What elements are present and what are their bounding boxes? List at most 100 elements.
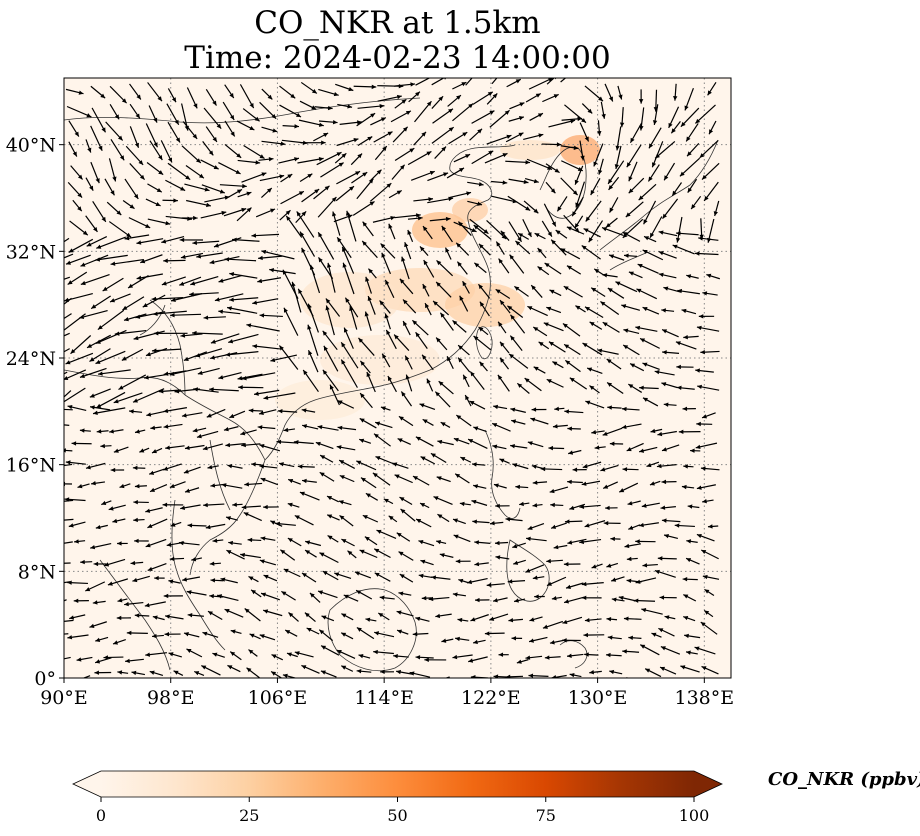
wind-vector: [109, 104, 120, 120]
wind-vector: [421, 595, 432, 601]
wind-vector: [584, 520, 606, 528]
wind-vector: [581, 244, 601, 260]
wind-vector: [343, 327, 354, 349]
wind-vector: [336, 236, 352, 259]
wind-vector: [228, 540, 242, 546]
wind-vector: [569, 377, 588, 390]
wind-vector: [414, 100, 432, 123]
wind-vector: [325, 298, 341, 317]
wind-vector: [110, 467, 125, 473]
wind-vector: [510, 314, 526, 334]
wind-vector: [317, 425, 339, 431]
wind-vector: [64, 656, 71, 660]
wind-vector: [628, 524, 641, 530]
wind-vector: [584, 617, 602, 623]
map-frame: [63, 77, 732, 679]
wind-vector: [112, 638, 126, 645]
wind-vector: [472, 639, 486, 645]
wind-vector: [384, 279, 395, 298]
wind-vector: [65, 352, 94, 365]
wind-vector: [686, 274, 699, 279]
wind-vector: [604, 83, 614, 102]
wind-vector: [585, 200, 602, 222]
wind-vector: [80, 254, 109, 267]
wind-vector: [418, 540, 435, 547]
wind-vector: [525, 564, 545, 573]
wind-vector: [433, 496, 453, 505]
lon-tick-label: 138°E: [674, 687, 734, 709]
wind-vector: [548, 341, 566, 353]
wind-vector: [206, 408, 226, 418]
wind-vector: [109, 85, 128, 104]
wind-vector: [391, 164, 406, 180]
wind-vector: [700, 621, 718, 635]
wind-vector: [183, 466, 201, 474]
wind-vector: [105, 121, 124, 141]
wind-vector: [600, 464, 619, 472]
wind-vector: [409, 671, 431, 678]
wind-vector: [278, 462, 295, 468]
wind-vector: [459, 501, 471, 507]
wind-vector: [365, 276, 373, 294]
wind-vector: [224, 143, 242, 159]
wind-vector: [242, 108, 260, 122]
wind-vector: [437, 513, 450, 523]
wind-vector: [515, 240, 531, 255]
wind-vector: [682, 406, 696, 411]
wind-vector: [124, 234, 150, 241]
wind-vector: [528, 673, 549, 678]
wind-vector: [132, 465, 146, 471]
wind-vector: [392, 462, 409, 469]
wind-vector: [282, 673, 298, 678]
wind-vector: [210, 352, 238, 360]
wind-vector: [545, 181, 556, 194]
wind-vector: [261, 249, 295, 260]
wind-vector: [674, 523, 695, 528]
wind-vector: [507, 579, 526, 584]
wind-vector: [583, 228, 601, 238]
wind-vector: [452, 81, 467, 90]
wind-vector: [244, 608, 261, 622]
wind-vector: [694, 646, 716, 655]
wind-vector: [642, 362, 660, 370]
wind-vector: [300, 140, 326, 145]
wind-vector: [608, 254, 625, 261]
wind-vector: [661, 479, 677, 485]
wind-vector: [299, 173, 313, 182]
wind-vector: [489, 613, 509, 621]
wind-vector: [320, 162, 344, 178]
wind-vector: [621, 406, 640, 412]
wind-vector: [407, 150, 432, 166]
lon-tick-label: 90°E: [40, 687, 88, 709]
wind-vector: [388, 189, 403, 199]
wind-vector: [421, 354, 434, 371]
wind-vector: [472, 519, 490, 524]
wind-vector: [542, 620, 564, 629]
wind-vector: [701, 665, 719, 675]
wind-vector: [456, 261, 468, 275]
wind-vector: [237, 191, 252, 198]
wind-vector: [454, 473, 470, 484]
wind-vector: [603, 520, 621, 526]
wind-vector: [402, 320, 411, 336]
wind-vector: [492, 597, 508, 603]
wind-vector: [364, 536, 378, 546]
wind-vector: [396, 669, 414, 675]
wind-vector: [261, 126, 278, 133]
wind-vector: [278, 157, 300, 164]
wind-vector: [529, 616, 543, 622]
wind-vector: [367, 295, 376, 315]
wind-vector: [618, 482, 639, 493]
wind-vector: [455, 414, 472, 427]
wind-vector: [629, 122, 643, 144]
wind-vector: [152, 310, 187, 317]
wind-vector: [682, 577, 698, 582]
wind-vector: [695, 442, 718, 449]
wind-vector: [95, 254, 128, 262]
wind-vector: [627, 500, 641, 506]
wind-vector: [475, 597, 490, 603]
wind-vector: [530, 417, 549, 425]
wind-vector: [191, 330, 223, 336]
wind-vector: [104, 178, 115, 196]
wind-vector: [672, 244, 695, 255]
